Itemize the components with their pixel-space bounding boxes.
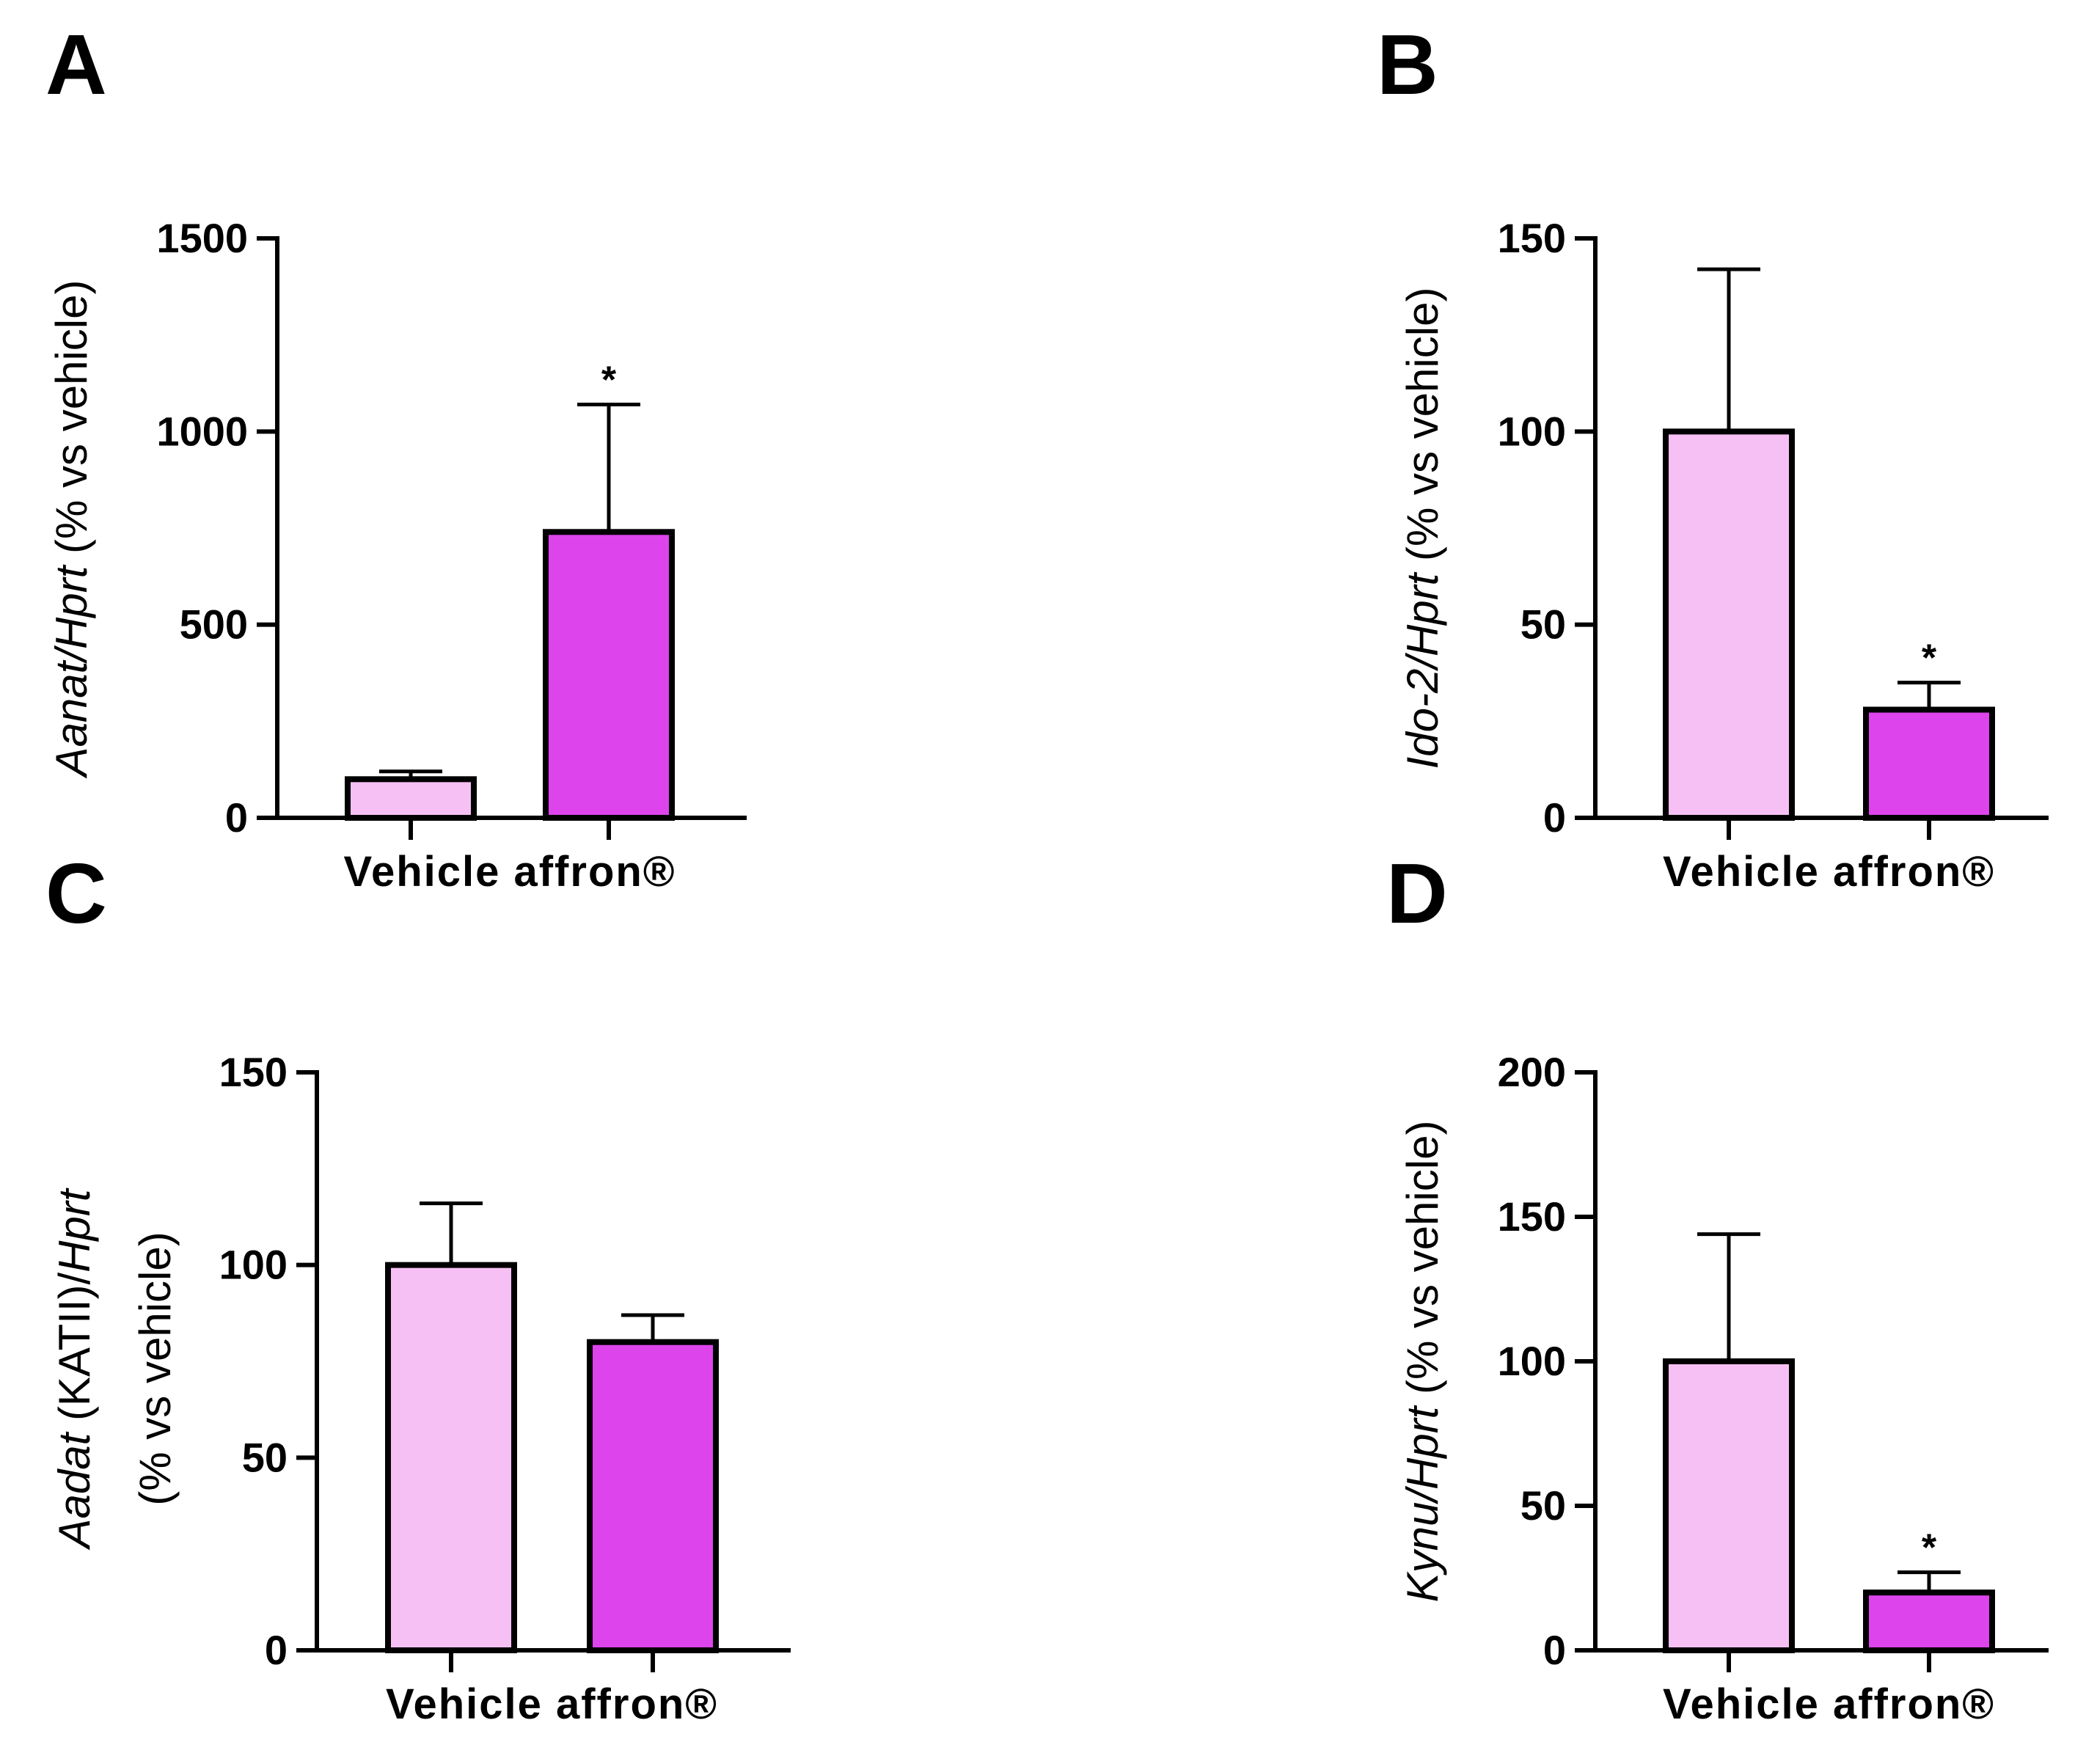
x-category-label: Vehicle	[1663, 1680, 1833, 1728]
y-axis-label: Aadat (KATII)/Hprt	[50, 1187, 99, 1550]
y-axis-label-unit: (% vs vehicle)	[1398, 1121, 1447, 1407]
bar-vehicle	[385, 1262, 517, 1653]
x-category-labels: Vehicle affron®	[1663, 848, 1995, 896]
y-axis-label-unit: (% vs vehicle)	[1398, 288, 1447, 574]
y-axis-label: Kynu/Hprt (% vs vehicle)	[1398, 1121, 1447, 1603]
panel-a: A 0 500 1000 1500 * Vehicle affron® Aanat/Hprt …	[45, 17, 747, 896]
x-category-label: affron®	[1833, 1680, 1995, 1728]
y-tick-label: 1000	[156, 408, 248, 454]
y-tick-label: 150	[1498, 215, 1566, 261]
x-category-label: Vehicle	[1663, 848, 1833, 896]
x-category-labels: Vehicle affron®	[386, 1680, 718, 1728]
y-tick-label: 200	[1498, 1049, 1566, 1095]
panel-c: C 0 50 100 150 Vehicle affron® Aadat (KATII)/H…	[45, 846, 791, 1728]
y-tick-label: 150	[219, 1049, 288, 1095]
y-axis-label-part: (KATII)/	[50, 1273, 99, 1433]
y-tick-label: 0	[1543, 1627, 1566, 1673]
bar-vehicle	[1663, 428, 1795, 821]
y-axis-label-gene: Aadat	[50, 1431, 99, 1550]
y-tick-label: 0	[265, 1627, 288, 1673]
y-tick-label: 50	[1520, 601, 1566, 648]
panel-letter: C	[45, 846, 107, 941]
significance-marker: *	[1922, 1527, 1937, 1570]
x-category-labels: Vehicle affron®	[1663, 1680, 1995, 1728]
y-axis-label-unit: (% vs vehicle)	[47, 280, 96, 566]
y-tick-label: 0	[225, 794, 248, 841]
y-axis-label-gene: Kynu/Hprt	[1398, 1405, 1447, 1602]
bar-affron	[587, 1339, 719, 1653]
significance-marker: *	[601, 359, 617, 401]
y-tick-label: 500	[180, 601, 248, 648]
x-category-label: affron®	[556, 1680, 718, 1728]
y-axis-label: Aanat/Hprt (% vs vehicle)	[47, 280, 96, 779]
bar-vehicle	[1663, 1358, 1795, 1653]
y-tick-label: 50	[1520, 1482, 1566, 1529]
panel-letter: B	[1377, 17, 1438, 112]
bar-affron	[543, 529, 675, 821]
y-tick-label: 50	[242, 1434, 288, 1480]
panel-letter: D	[1386, 846, 1448, 941]
y-axis-label-ref: Hprt	[50, 1187, 99, 1273]
x-category-label: Vehicle	[386, 1680, 556, 1728]
y-tick-label: 100	[1498, 1338, 1566, 1384]
x-category-label: affron®	[513, 848, 676, 896]
y-tick-label: 100	[219, 1242, 288, 1288]
y-axis-label: Ido-2/Hprt (% vs vehicle)	[1398, 288, 1447, 769]
x-category-label: affron®	[1833, 848, 1995, 896]
bar-affron	[1863, 706, 1995, 821]
y-tick-label: 1500	[156, 215, 248, 261]
y-axis-label-gene: Ido-2/Hprt	[1398, 571, 1447, 769]
bar-vehicle	[345, 776, 477, 821]
bar-affron	[1863, 1589, 1995, 1653]
y-tick-label: 150	[1498, 1193, 1566, 1240]
y-tick-label: 100	[1498, 408, 1566, 454]
significance-marker: *	[1922, 637, 1937, 680]
x-category-label: Vehicle	[343, 848, 513, 896]
panel-b: B 0 50 100 150 * Vehicle affron® Ido-2/Hprt (% …	[1377, 17, 2049, 896]
panel-d: D 0 50 100 150 200 * Vehicle affron® Kynu/Hprt (…	[1386, 846, 2049, 1728]
y-axis-label-line2: (% vs vehicle)	[131, 1231, 180, 1505]
y-axis-label-gene: Aanat/Hprt	[47, 564, 96, 778]
panel-letter: A	[45, 17, 107, 112]
y-tick-label: 0	[1543, 794, 1566, 841]
x-category-labels: Vehicle affron®	[343, 848, 676, 896]
